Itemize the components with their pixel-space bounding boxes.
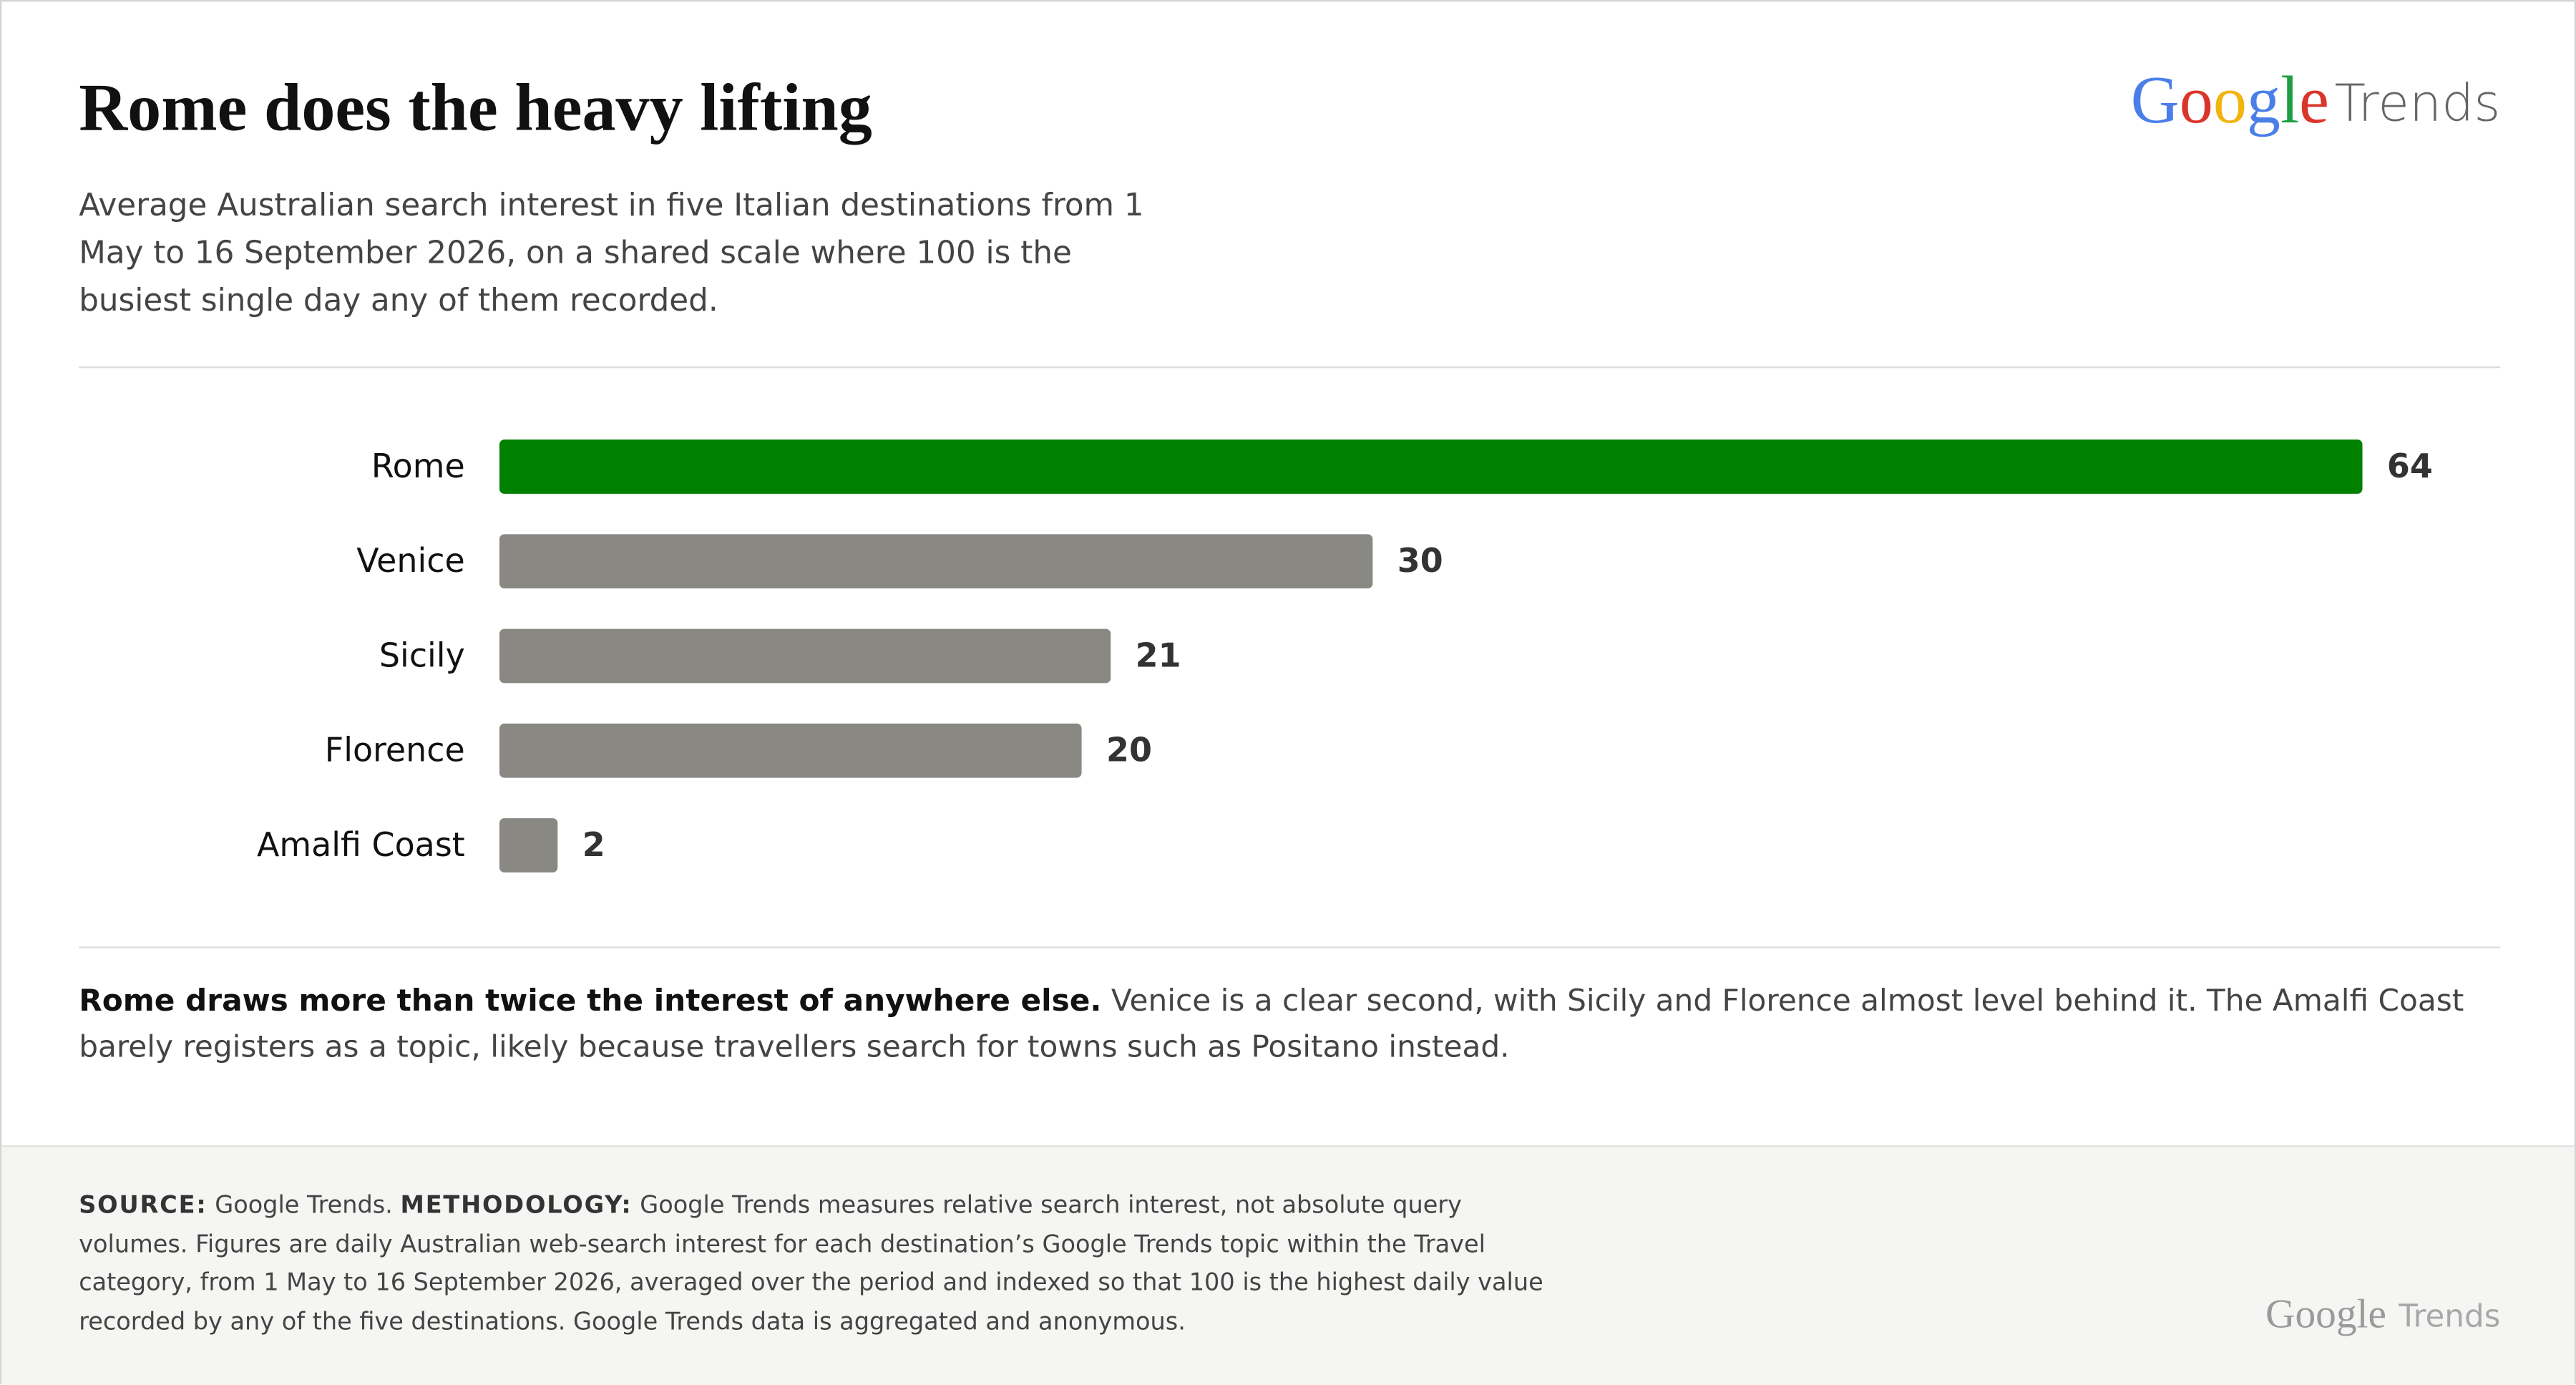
logo: Google Trends: [2131, 63, 2501, 137]
bar: [499, 439, 2363, 494]
logo-google: Google: [2131, 63, 2329, 137]
value-label: 30: [1397, 541, 1443, 580]
value-label: 2: [582, 825, 605, 864]
divider: [79, 946, 2501, 948]
annotation: Rome draws more than twice the interest …: [79, 979, 2500, 1071]
value-label: 21: [1136, 636, 1181, 674]
category-label: Amalfi Coast: [257, 825, 465, 864]
annotation-text: Venice is a clear second, with Sicily an…: [79, 984, 2464, 1065]
source: Google Trends.: [215, 1191, 393, 1220]
chart: Rome 64 Venice 30 Sicily 21 Florence 20 Amalfi C…: [257, 439, 2433, 873]
bar: [499, 818, 558, 873]
value-label: 64: [2387, 447, 2433, 485]
methodology-label: METHODOLOGY:: [400, 1191, 633, 1220]
source-label: SOURCE:: [79, 1191, 208, 1220]
value-label: 20: [1106, 731, 1152, 769]
divider: [79, 366, 2501, 369]
logo-trends: Trends: [2335, 74, 2501, 133]
category-label: Sicily: [379, 636, 465, 674]
footer-logo: Google Trends: [2265, 1291, 2500, 1336]
category-label: Venice: [356, 541, 464, 580]
footer-text: SOURCE: Google Trends. METHODOLOGY: Goog…: [79, 1187, 1557, 1341]
chart-title: Rome does the heavy lifting: [79, 69, 872, 145]
chart-subtitle: Average Australian search interest in fi…: [79, 187, 1144, 319]
bar: [499, 628, 1111, 684]
bar: [499, 534, 1373, 589]
annotation-lead: Rome draws more than twice the interest …: [79, 984, 1102, 1019]
bar: [499, 723, 1082, 778]
footer-logo-google: Google: [2265, 1291, 2386, 1336]
methodology: Google Trends measures relative search i…: [79, 1191, 1543, 1336]
footer: SOURCE: Google Trends. METHODOLOGY: Goog…: [1, 1145, 2575, 1385]
footer-logo-trends: Trends: [2398, 1298, 2500, 1334]
category-label: Rome: [371, 447, 465, 485]
category-label: Florence: [325, 731, 465, 769]
